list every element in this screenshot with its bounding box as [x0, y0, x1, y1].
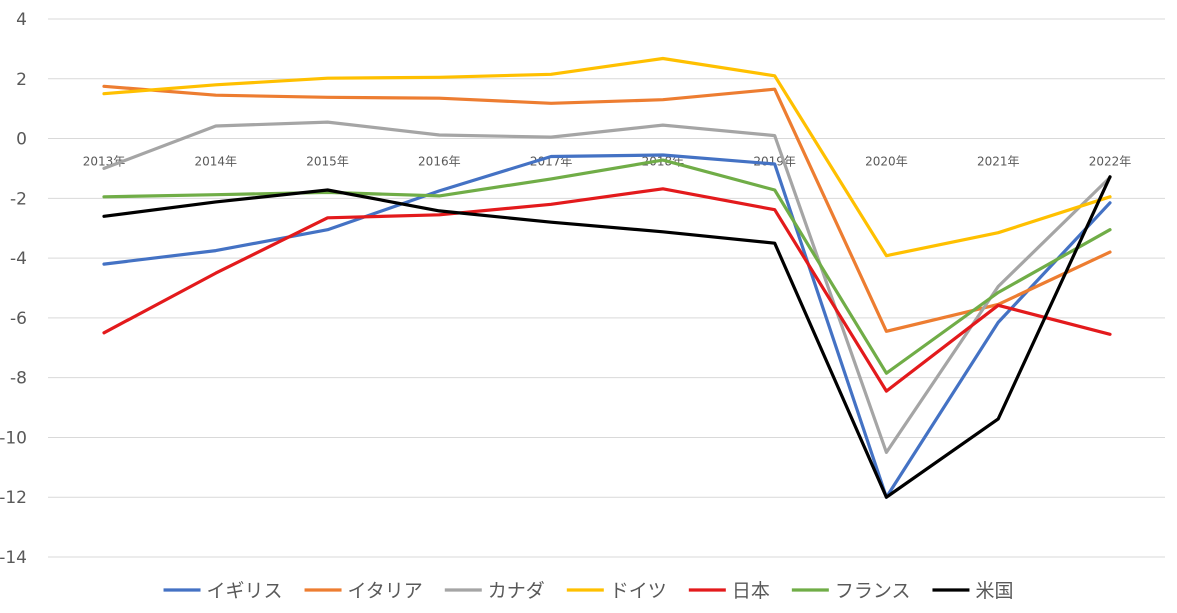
legend-label: イギリス — [207, 580, 283, 602]
y-tick-label: -4 — [10, 249, 27, 269]
x-tick-label: 2020年 — [865, 155, 908, 169]
y-tick-label: -8 — [10, 369, 27, 389]
x-tick-label: 2022年 — [1089, 155, 1132, 169]
y-axis-tick-labels: 4 2 0 -2 -4 -6 -8 -10 -12 -14 — [0, 10, 27, 568]
series-line-0 — [102, 153, 1112, 499]
legend-label: ドイツ — [610, 580, 667, 602]
y-tick-label: -12 — [0, 488, 27, 508]
x-tick-label: 2017年 — [530, 155, 573, 169]
grid-lines — [48, 18, 1165, 558]
y-tick-label: -2 — [10, 189, 27, 209]
x-tick-label: 2016年 — [418, 155, 461, 169]
legend-item: 米国 — [932, 580, 1013, 602]
legend-label: 米国 — [975, 580, 1013, 602]
series-lines — [102, 56, 1112, 499]
legend-item: イタリア — [304, 580, 423, 602]
x-axis-tick-labels: 2013年 2014年 2015年 2016年 2017年 2018年 2019年 2020年… — [83, 155, 1132, 169]
legend-item: フランス — [791, 580, 911, 602]
legend-item: 日本 — [688, 580, 770, 602]
y-tick-label: 0 — [16, 130, 27, 150]
legend-item: カナダ — [444, 580, 545, 602]
y-tick-label: -14 — [0, 548, 27, 568]
legend-item: イギリス — [163, 580, 283, 602]
y-tick-label: -6 — [10, 309, 27, 329]
legend-label: 日本 — [732, 580, 770, 602]
legend: イギリス イタリア カナダ ドイツ 日本 フランス 米国 — [163, 580, 1013, 602]
series-line-4 — [102, 187, 1112, 393]
y-tick-label: 4 — [16, 10, 27, 30]
y-tick-label: 2 — [16, 70, 27, 90]
x-tick-label: 2015年 — [306, 155, 349, 169]
series-line-6 — [102, 175, 1112, 499]
legend-item: ドイツ — [566, 580, 667, 602]
x-tick-label: 2021年 — [977, 155, 1020, 169]
legend-label: カナダ — [488, 580, 545, 602]
series-line-5 — [102, 158, 1112, 375]
x-tick-label: 2014年 — [195, 155, 238, 169]
legend-label: フランス — [835, 580, 911, 602]
legend-label: イタリア — [348, 580, 423, 602]
series-line-1 — [102, 84, 1112, 333]
series-line-2 — [102, 120, 1112, 454]
series-line-3 — [102, 56, 1112, 258]
y-tick-label: -10 — [0, 428, 27, 448]
